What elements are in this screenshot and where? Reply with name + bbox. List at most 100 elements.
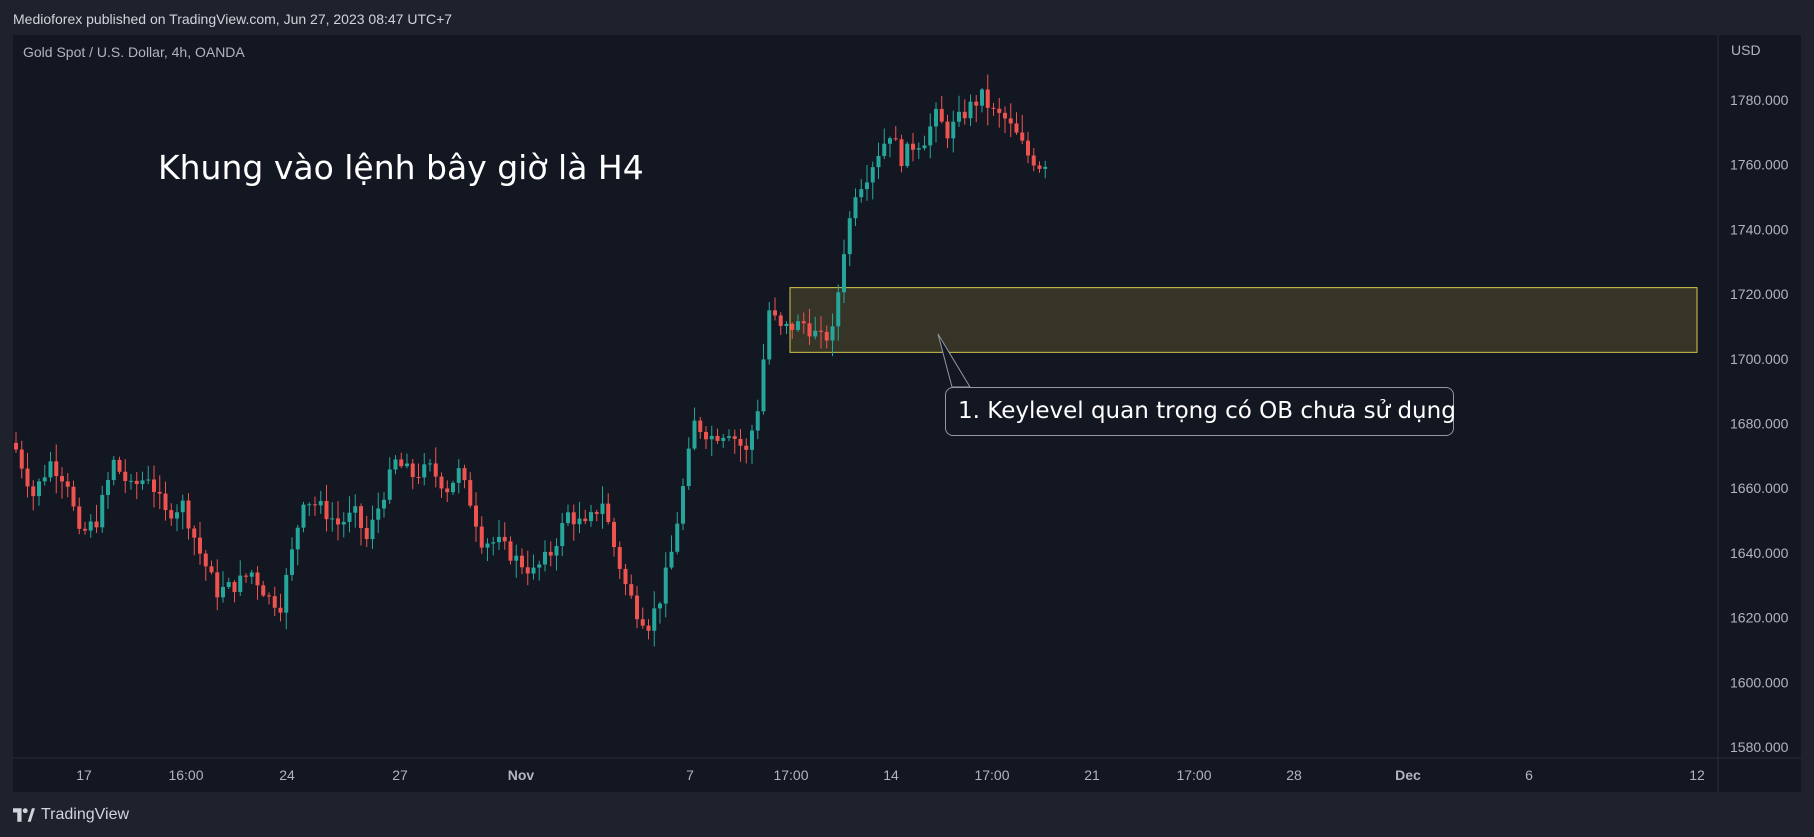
candle-body [422, 464, 427, 478]
candle-body [479, 526, 484, 548]
candle-body [416, 477, 421, 479]
candle-body [468, 480, 473, 506]
candle-body [140, 480, 145, 484]
candle-body [709, 435, 714, 440]
candle-body [226, 582, 231, 587]
currency-label[interactable]: USD [1731, 42, 1761, 58]
candle-body [60, 476, 64, 482]
candle-body [646, 625, 651, 631]
symbol-label[interactable]: Gold Spot / U.S. Dollar, 4h, OANDA [23, 44, 245, 60]
candle-body [249, 572, 254, 577]
time-tick-label: 16:00 [168, 767, 203, 783]
candle-body [1014, 123, 1019, 133]
candle-body [997, 108, 1002, 113]
candle-body [65, 481, 70, 487]
candle-body [1020, 132, 1025, 141]
candle-body [612, 521, 616, 548]
candle-body [778, 315, 783, 326]
time-axis: 17 16:00 24 27 Nov 7 17:00 14 17:00 21 17:00 28 Dec 6… [76, 767, 1705, 783]
candle-body [928, 126, 933, 146]
price-tick-label: 1760.000 [1730, 157, 1789, 173]
candle-body [548, 551, 553, 556]
candle-body [94, 521, 99, 528]
price-tick-label: 1620.000 [1730, 610, 1789, 626]
candle-body [1003, 112, 1007, 119]
candle-body [307, 504, 312, 506]
candle-body [727, 436, 731, 438]
candle-body [387, 469, 392, 500]
candle-body [508, 541, 513, 561]
candle-body [474, 505, 478, 527]
candle-body [284, 574, 289, 613]
candle-body [175, 512, 179, 519]
candle-body [520, 555, 524, 568]
candle-body [192, 528, 197, 538]
candle-body [209, 566, 214, 573]
brand-name: TradingView [41, 806, 130, 823]
candle-body [939, 108, 944, 122]
candle-body [951, 121, 956, 139]
candle-body [531, 567, 536, 574]
candle-body [491, 542, 496, 544]
candle-body [1026, 140, 1030, 156]
candle-body [324, 501, 329, 520]
candle-body [767, 310, 772, 360]
candle-body [111, 459, 116, 481]
candle-body [796, 321, 800, 330]
candle-body [525, 567, 530, 574]
candle-body [318, 501, 323, 506]
candle-body [847, 218, 852, 255]
candle-body [359, 506, 363, 528]
footer-brand[interactable]: TradingView [13, 800, 129, 830]
tradingview-logo-icon [13, 808, 35, 822]
candle-body [157, 491, 162, 494]
candle-body [911, 143, 915, 150]
candle-body [1008, 118, 1013, 124]
candle-body [663, 567, 668, 604]
candle-body [71, 486, 76, 507]
candle-body [295, 527, 300, 550]
candle-body [267, 595, 271, 597]
candle-body [244, 575, 248, 577]
candle-body [313, 504, 317, 506]
candle-body [819, 330, 823, 332]
candle-body [502, 536, 507, 542]
candle-body [221, 586, 225, 598]
candle-body [48, 461, 53, 478]
order-block-zone[interactable] [789, 287, 1698, 353]
candle-body [784, 323, 789, 326]
candle-body [916, 148, 921, 150]
candle-body [232, 582, 237, 593]
timeframe-annotation[interactable]: Khung vào lệnh bây giờ là H4 [158, 148, 644, 187]
candle-body [186, 500, 191, 529]
candle-body [278, 607, 283, 613]
time-tick-label: 28 [1286, 767, 1302, 783]
candle-body [393, 459, 398, 470]
candle-body [100, 494, 105, 528]
candle-body [640, 619, 645, 626]
candle-body [215, 572, 220, 598]
candle-body [934, 108, 938, 127]
candle-body [807, 323, 812, 337]
candle-body [433, 463, 438, 477]
candle-body [985, 89, 990, 108]
keylevel-callout[interactable]: 1. Keylevel quan trọng có OB chưa sử dụn… [945, 387, 1456, 436]
candle-body [865, 182, 869, 190]
candle-body [106, 480, 110, 495]
time-tick-label: 17:00 [773, 767, 808, 783]
candle-body [790, 323, 795, 330]
candle-body [129, 480, 133, 482]
candle-body [347, 512, 352, 522]
candle-body [37, 481, 41, 497]
time-tick-label: 7 [686, 767, 694, 783]
candle-body [399, 459, 404, 467]
candle-body [893, 138, 898, 140]
candle-body [290, 549, 294, 575]
time-tick-label: Nov [508, 767, 535, 783]
candle-body [629, 584, 634, 596]
candle-body [755, 411, 760, 431]
candle-body [842, 254, 846, 293]
candle-body [19, 449, 24, 469]
price-axis: 1780.000 1760.000 1740.000 1720.000 1700.000… [1730, 92, 1789, 755]
